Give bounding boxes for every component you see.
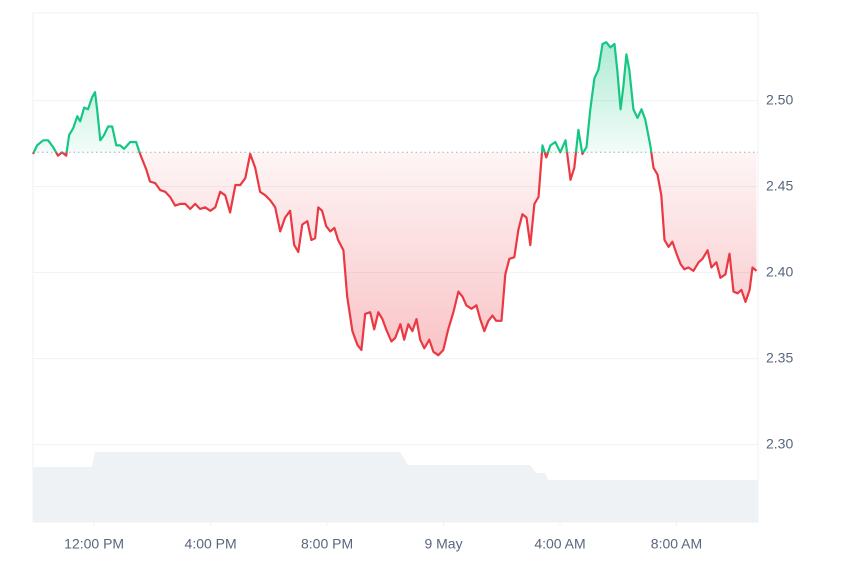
x-tick-label: 4:00 PM xyxy=(185,536,237,552)
price-area xyxy=(33,42,757,356)
x-tick-label: 8:00 PM xyxy=(301,536,353,552)
y-tick-label: 2.30 xyxy=(766,435,793,451)
x-tick-label: 4:00 AM xyxy=(534,536,585,552)
x-tick-label: 8:00 AM xyxy=(651,536,702,552)
y-tick-label: 2.50 xyxy=(766,91,793,107)
y-tick-label: 2.35 xyxy=(766,349,793,365)
volume-area xyxy=(33,452,758,522)
x-tick-label: 12:00 PM xyxy=(64,536,124,552)
x-tick-label: 9 May xyxy=(424,536,462,552)
price-line xyxy=(32,41,758,357)
y-tick-label: 2.40 xyxy=(766,263,793,279)
y-tick-label: 2.45 xyxy=(766,177,793,193)
